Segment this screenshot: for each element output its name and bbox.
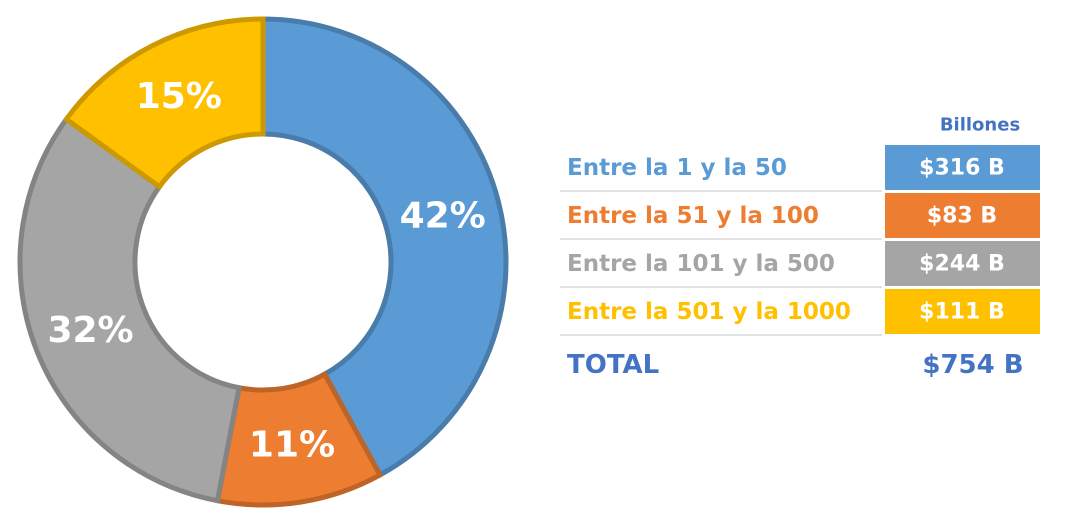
total-label: TOTAL <box>567 350 659 380</box>
slice-label: 32% <box>47 310 133 351</box>
donut-slice <box>260 16 509 479</box>
row-label: Entre la 501 y la 1000 <box>567 299 851 325</box>
amount-cell <box>885 241 1040 286</box>
donut-slice <box>62 16 266 191</box>
donut-slice <box>17 115 242 504</box>
amount-value: $83 B <box>927 204 997 229</box>
slice-label: 15% <box>136 76 222 117</box>
amount-cell <box>885 145 1040 190</box>
amounts-header: Billones <box>940 115 1020 136</box>
slice-label: 42% <box>400 195 486 236</box>
amount-value: $111 B <box>919 300 1005 325</box>
row-label: Entre la 101 y la 500 <box>567 251 835 277</box>
amount-cell <box>885 193 1040 238</box>
row-label: Entre la 1 y la 50 <box>567 155 787 181</box>
amount-value: $244 B <box>919 252 1005 277</box>
total-value: $754 B <box>922 350 1023 380</box>
slice-label: 11% <box>249 425 335 466</box>
amount-value: $316 B <box>919 156 1005 181</box>
amount-cell <box>885 289 1040 334</box>
row-label: Entre la 51 y la 100 <box>567 203 819 229</box>
